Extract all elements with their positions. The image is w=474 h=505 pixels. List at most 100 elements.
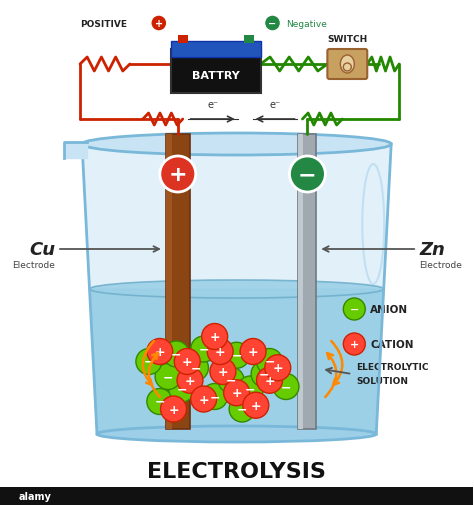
Text: −: − (231, 349, 242, 362)
Text: +: + (250, 399, 261, 412)
Circle shape (218, 368, 244, 393)
Text: BATTRY: BATTRY (192, 71, 239, 81)
Circle shape (240, 339, 266, 365)
Text: −: − (176, 383, 187, 396)
Circle shape (174, 349, 200, 375)
Circle shape (177, 368, 203, 393)
Circle shape (191, 386, 217, 412)
Text: +: + (155, 19, 163, 29)
Circle shape (229, 396, 255, 422)
Text: −: − (155, 395, 165, 408)
Circle shape (164, 341, 189, 367)
Text: CATHODE: CATHODE (274, 142, 340, 155)
Circle shape (136, 349, 162, 375)
Circle shape (343, 64, 351, 72)
Text: e⁻: e⁻ (270, 100, 281, 110)
Text: Cu: Cu (29, 240, 55, 259)
Circle shape (251, 361, 277, 387)
Circle shape (202, 324, 228, 350)
Text: Zn: Zn (419, 240, 445, 259)
Text: +: + (218, 365, 228, 378)
Circle shape (290, 157, 325, 192)
Circle shape (202, 384, 228, 410)
Polygon shape (64, 143, 87, 159)
Text: −: − (210, 390, 220, 403)
Bar (299, 135, 317, 429)
Text: −: − (264, 356, 275, 368)
Bar (166, 135, 172, 429)
Text: −: − (281, 380, 291, 393)
Circle shape (191, 336, 217, 362)
Text: Electrode: Electrode (12, 260, 55, 269)
Text: ANION: ANION (370, 305, 409, 315)
Text: −: − (268, 19, 276, 29)
Text: +: + (182, 356, 192, 368)
Circle shape (147, 339, 173, 365)
Circle shape (237, 376, 263, 402)
Circle shape (256, 349, 283, 375)
Bar (299, 135, 303, 429)
Circle shape (256, 368, 283, 393)
Text: +: + (231, 386, 242, 399)
Circle shape (243, 392, 269, 419)
FancyBboxPatch shape (328, 50, 367, 80)
Text: +: + (273, 362, 283, 375)
Text: +: + (168, 402, 179, 416)
Circle shape (182, 355, 209, 381)
Circle shape (343, 333, 365, 356)
Bar (171, 42, 261, 58)
Text: +: + (248, 345, 258, 358)
Circle shape (160, 157, 196, 192)
Text: +: + (264, 374, 275, 387)
Text: ELECTROLYTIC: ELECTROLYTIC (356, 363, 429, 372)
Circle shape (147, 389, 173, 415)
Ellipse shape (82, 134, 391, 156)
Bar (171, 50, 261, 94)
Circle shape (210, 359, 236, 385)
Bar (244, 36, 254, 44)
Text: POSITIVE: POSITIVE (80, 20, 127, 28)
Text: −: − (163, 370, 173, 383)
Circle shape (161, 396, 186, 422)
Bar (166, 135, 190, 429)
Ellipse shape (90, 280, 384, 298)
Text: −: − (190, 362, 201, 375)
Text: −: − (350, 305, 359, 315)
Circle shape (224, 380, 250, 406)
Text: −: − (298, 165, 317, 185)
Circle shape (273, 374, 299, 400)
Text: −: − (226, 374, 237, 387)
Bar (178, 36, 188, 44)
Text: e⁻: e⁻ (207, 100, 218, 110)
Text: +: + (350, 339, 359, 349)
Text: +: + (215, 345, 226, 358)
Text: +: + (199, 393, 209, 406)
Bar (0, 487, 473, 505)
Text: +: + (155, 345, 165, 358)
Text: Electrode: Electrode (419, 260, 462, 269)
Circle shape (224, 342, 250, 369)
Text: CATION: CATION (370, 339, 414, 349)
Circle shape (264, 16, 281, 32)
Text: +: + (185, 374, 195, 387)
Text: −: − (144, 356, 154, 368)
Text: alamy: alamy (18, 491, 51, 501)
Text: −: − (171, 348, 182, 361)
Text: SOLUTION: SOLUTION (356, 377, 408, 386)
Circle shape (169, 376, 195, 402)
Circle shape (207, 339, 233, 365)
Ellipse shape (97, 426, 376, 442)
Text: Negative: Negative (286, 20, 328, 28)
Polygon shape (82, 145, 391, 434)
Circle shape (151, 16, 167, 32)
Text: ANODE: ANODE (153, 142, 202, 155)
Text: −: − (259, 368, 269, 381)
Text: ELECTROLYSIS: ELECTROLYSIS (147, 461, 326, 481)
Polygon shape (90, 289, 384, 434)
Text: +: + (168, 165, 187, 185)
Text: SWITCH: SWITCH (327, 35, 367, 44)
Circle shape (343, 298, 365, 320)
Circle shape (155, 364, 181, 390)
Ellipse shape (340, 56, 354, 74)
Text: −: − (237, 402, 247, 416)
